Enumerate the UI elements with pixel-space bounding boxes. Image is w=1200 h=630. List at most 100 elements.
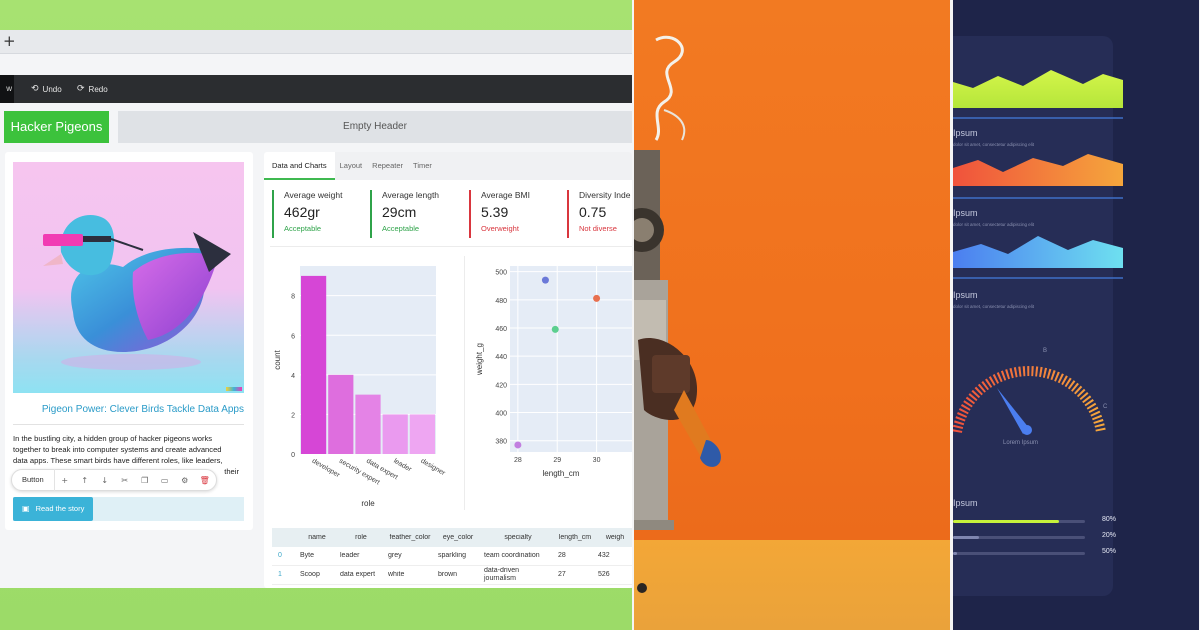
bar[interactable] [301,275,327,454]
x-axis-label: length_cm [543,469,580,478]
tab-bar: Data and Charts Layout Repeater Timer [264,152,437,180]
x-tick-label: 30 [593,457,601,464]
progress-section-label: Ipsum [953,498,978,508]
redo-label: Redo [88,84,108,94]
bar[interactable] [355,394,381,454]
table-cell: team coordination [484,552,540,559]
robot-illustration [634,35,721,593]
metric-diversity-index: Diversity Inde 0.75 Not diverse [567,190,632,238]
move-down-icon[interactable]: ↓ [101,475,109,485]
y-tick-label: 2 [291,412,295,419]
x-tick-label: leader [392,458,413,474]
y-axis-label: count [273,349,282,369]
progress-fill [953,536,980,539]
read-story-button[interactable]: ▣ Read the story [13,497,94,521]
tab-layout[interactable]: Layout [339,161,363,170]
progress-track [953,536,1085,539]
x-axis-label: role [361,499,375,508]
empty-header[interactable]: Empty Header [118,111,632,143]
tab-repeater[interactable]: Repeater [372,161,404,170]
chart-caption: dolor sit amet, consectetur adipiscing e… [953,222,1035,227]
length-weight-scatter-chart: 380 400 420 440 460 480 500 28 29 30 length_cm weig… [475,266,632,478]
metric-label: Average length [382,190,440,200]
robot-photo [634,0,950,630]
new-tab-button[interactable]: + [3,32,16,50]
panel-divider [632,0,635,630]
table-cell: white [388,571,405,578]
table-cell: 526 [598,571,610,578]
undo-icon: ⟲ [31,84,39,94]
y-tick-label: 380 [495,439,507,446]
delete-icon[interactable]: 🗑 [199,475,210,485]
metric-average-bmi: Average BMI 5.39 Overweight [469,190,559,238]
copy-icon[interactable]: ❐ [141,475,149,485]
bar[interactable] [382,414,408,454]
metric-average-weight: Average weight 462gr Acceptable [272,190,362,238]
progress-track [953,552,1085,555]
chart-caption: dolor sit amet, consectetur adipiscing e… [953,304,1035,309]
progress-percent: 20% [1102,532,1117,539]
tab-timer[interactable]: Timer [413,161,432,170]
y-tick-label: 420 [495,382,507,389]
move-up-icon[interactable]: ↑ [81,475,89,485]
bar[interactable] [328,374,354,454]
column-header[interactable]: eye_color [442,533,474,541]
redo-button[interactable]: ⟳ Redo [77,84,108,94]
scatter-point[interactable] [551,325,559,333]
pigeon-illustration [43,215,231,370]
dashboard-card [953,36,1113,596]
x-tick-label: developer [311,458,342,480]
table-row[interactable]: 0 Byte leader grey sparkling team coordinatio… [272,547,632,566]
column-header[interactable]: length_cm [558,533,592,541]
chart-label: Ipsum [953,208,978,218]
tab-data-and-charts[interactable]: Data and Charts [264,152,335,180]
metric-value: 462gr [284,204,320,220]
table-cell: Byte [300,552,315,559]
table-cell: 28 [558,552,566,559]
component-toolbar: Button + ↑ ↓ ✂ ❐ ▭ ⚙ 🗑 [11,469,217,491]
view-tab[interactable]: w [0,75,14,103]
column-header[interactable]: specialty [504,533,532,541]
app-logo[interactable]: Hacker Pigeons [4,111,109,143]
scatter-point[interactable] [593,294,601,302]
metric-status: Not diverse [579,224,617,233]
column-header[interactable]: feather_color [389,533,431,541]
progress-fill [953,552,957,555]
pigeons-table: name role feather_color eye_color specialty l… [272,528,632,588]
metrics-divider [270,246,632,247]
y-tick-label: 440 [495,354,507,361]
table-header-row: name role feather_color eye_color specialty l… [272,528,632,547]
table-cell: leader [340,552,360,559]
gauge-label-c: C [1103,404,1108,410]
gauge-label-b: B [1043,348,1048,354]
dashboard-graphics [953,70,1123,435]
metric-label: Average weight [284,190,343,200]
component-type-button[interactable]: Button [12,469,55,491]
settings-icon[interactable]: ⚙ [181,475,189,485]
scatter-point[interactable] [514,441,522,449]
paste-icon[interactable]: ▭ [160,475,169,485]
table-row[interactable]: 1 Scoop data expert white brown data-driven j… [272,566,632,585]
metric-value: 0.75 [579,204,607,220]
bar[interactable] [409,414,435,454]
progress-track [953,520,1085,523]
column-header[interactable]: role [355,533,367,541]
app-builder-screenshot: + w ⟲ Undo ⟳ Redo Hacker Pigeons Empty H… [0,0,632,630]
story-body-line: their [224,467,239,476]
undo-label: Undo [42,84,62,94]
image-color-strip [226,387,242,391]
column-header[interactable]: name [308,533,326,541]
gauge-caption: Lorem Ipsum [1003,440,1039,446]
metric-status: Overweight [481,224,519,233]
scatter-point[interactable] [541,276,549,284]
metric-status: Acceptable [382,224,420,233]
cut-icon[interactable]: ✂ [121,475,129,485]
metric-label: Diversity Inde [579,190,631,200]
table-cell: data expert [340,571,376,578]
undo-button[interactable]: ⟲ Undo [31,84,62,94]
add-icon[interactable]: + [61,475,69,485]
column-header[interactable]: weigh [605,533,625,541]
progress-percent: 80% [1102,516,1117,523]
story-title[interactable]: Pigeon Power: Clever Birds Tackle Data A… [41,404,244,415]
y-tick-label: 0 [291,452,295,459]
